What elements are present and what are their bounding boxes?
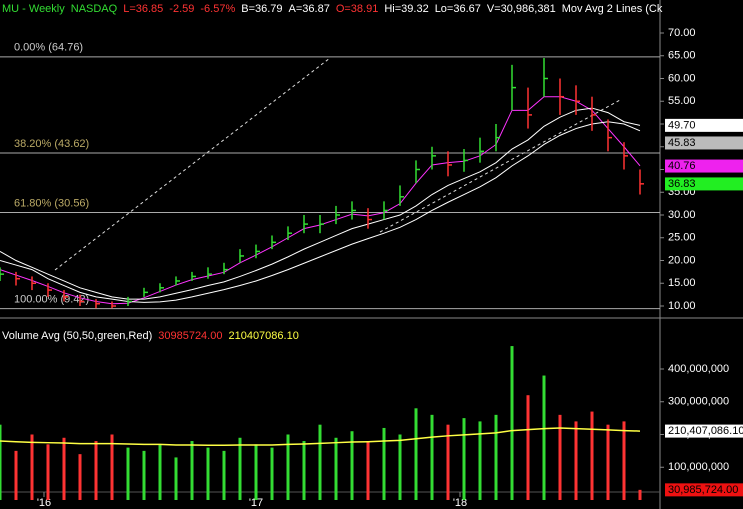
moving-average — [0, 121, 641, 303]
volume-bar — [382, 427, 386, 500]
volume-bar — [366, 441, 370, 500]
volume-bar — [94, 441, 98, 500]
volume-bar — [590, 411, 594, 500]
volume-bar — [334, 437, 338, 500]
y-tick-label: 70.00 — [668, 27, 696, 39]
header-item: 30985724.00 — [158, 330, 222, 342]
volume-bar — [558, 414, 562, 500]
header-item: MU - Weekly — [2, 3, 65, 15]
volume-bar — [206, 447, 210, 500]
value-box — [665, 136, 743, 150]
volume-bar — [574, 421, 578, 500]
volume-bar — [158, 444, 162, 500]
header-item: 210407086.10 — [228, 330, 298, 342]
volume-bar — [142, 450, 146, 500]
value-box-label: 40.76 — [668, 160, 696, 172]
header-item: V=30,986,381 — [487, 3, 556, 15]
volume-bar — [494, 414, 498, 500]
level-label: 0.00% (64.76) — [14, 42, 83, 54]
volume-bar — [446, 424, 450, 500]
volume-bar — [526, 395, 530, 500]
value-box-label: 210,407,086.10 — [668, 425, 743, 437]
volume-bar — [350, 431, 354, 500]
volume-bar — [190, 441, 194, 500]
volume-average — [0, 427, 641, 447]
value-box-label: 36.83 — [668, 178, 696, 190]
volume-bar — [0, 424, 2, 500]
header-item: Mov Avg 2 Lines (Ck — [562, 3, 663, 15]
value-box — [665, 483, 743, 497]
y-tick-label: 15.00 — [668, 277, 696, 289]
volume-bar — [398, 434, 402, 500]
y-tick-label: 10.00 — [668, 300, 696, 312]
volume-bar — [30, 434, 34, 500]
volume-bar — [414, 408, 418, 500]
header-item: NASDAQ — [71, 3, 118, 15]
trend-line — [379, 99, 621, 233]
volume-bar — [638, 489, 642, 500]
volume-bar — [174, 457, 178, 500]
volume-bar — [430, 414, 434, 500]
volume-bar — [78, 454, 82, 500]
volume-bar — [14, 450, 18, 500]
value-box — [665, 424, 743, 438]
header-item: Volume Avg (50,50,green,Red) — [2, 330, 152, 342]
header-item: O=38.91 — [336, 3, 379, 15]
volume-bar — [254, 444, 258, 500]
value-box-label: 45.83 — [668, 137, 696, 149]
level-label: 61.80% (30.56) — [14, 197, 89, 209]
y-tick-label: 20.00 — [668, 254, 696, 266]
value-box — [665, 177, 743, 191]
volume-bar — [622, 421, 626, 500]
value-box-label: 30,985,724.00 — [668, 484, 738, 496]
volume-bar — [222, 450, 226, 500]
header-item: -6.57% — [200, 3, 235, 15]
volume-bar — [478, 421, 482, 500]
y-tick-label: 60.00 — [668, 72, 696, 84]
value-box — [665, 118, 743, 132]
level-label: 38.20% (43.62) — [14, 138, 89, 150]
volume-bar — [270, 447, 274, 500]
x-tick-label: '17 — [249, 497, 263, 509]
header-item: -2.59 — [169, 3, 194, 15]
y-tick-label: 100,000,000 — [668, 461, 729, 473]
volume-bar — [110, 434, 114, 500]
y-tick-label: 65.00 — [668, 50, 696, 62]
volume-bar — [462, 418, 466, 500]
volume-bar — [286, 434, 290, 500]
volume-bar — [126, 447, 130, 500]
volume-bar — [238, 437, 242, 500]
value-box — [665, 159, 743, 173]
volume-bar — [542, 375, 546, 500]
trend-line — [54, 57, 331, 271]
y-tick-label: 30.00 — [668, 209, 696, 221]
y-tick-label: 55.00 — [668, 95, 696, 107]
volume-bar — [302, 441, 306, 500]
moving-average — [0, 107, 641, 300]
volume-bar — [606, 424, 610, 500]
header-item: B=36.79 — [241, 3, 282, 15]
y-tick-label: 400,000,000 — [668, 363, 729, 375]
volume-bar — [318, 424, 322, 500]
level-label: 100.00% (9.42) — [14, 294, 89, 306]
volume-bar — [62, 437, 66, 500]
volume-bar — [510, 346, 514, 500]
y-tick-label: 300,000,000 — [668, 396, 729, 408]
header-item: A=36.87 — [289, 3, 330, 15]
header-item: Lo=36.67 — [435, 3, 481, 15]
header-item: Hi=39.32 — [384, 3, 428, 15]
volume-bar — [46, 444, 50, 500]
y-tick-label: 25.00 — [668, 232, 696, 244]
moving-average — [0, 96, 641, 305]
header-item: L=36.85 — [123, 3, 163, 15]
value-box-label: 49.70 — [668, 119, 696, 131]
